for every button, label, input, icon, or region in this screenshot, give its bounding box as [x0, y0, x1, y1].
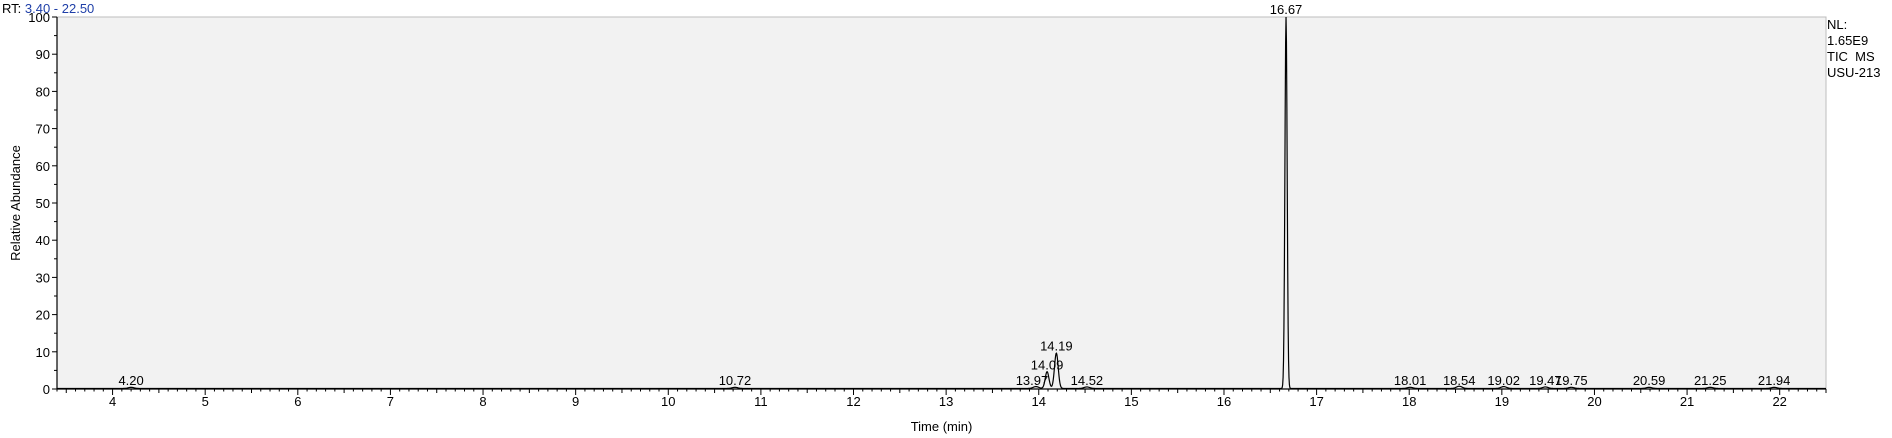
x-axis-title: Time (min) [911, 419, 973, 434]
x-tick-label: 22 [1772, 394, 1786, 409]
y-tick-label: 0 [43, 382, 50, 397]
peak-label: 19.47 [1529, 373, 1562, 388]
y-axis-ticks: 0 10 20 30 40 50 60 70 80 90 100 [28, 10, 57, 397]
y-tick-label: 10 [36, 345, 50, 360]
peak-label: 4.20 [118, 373, 143, 388]
x-tick-label: 6 [294, 394, 301, 409]
x-tick-label: 14 [1032, 394, 1046, 409]
peak-label: 14.19 [1040, 339, 1073, 354]
trace-type: TIC MS [1827, 49, 1875, 64]
peak-label: 14.09 [1031, 357, 1064, 372]
x-tick-label: 20 [1587, 394, 1601, 409]
x-tick-label: 7 [387, 394, 394, 409]
rt-label: RT: [2, 1, 22, 16]
x-tick-label: 5 [202, 394, 209, 409]
peak-label: 14.52 [1071, 373, 1104, 388]
y-tick-label: 90 [36, 47, 50, 62]
x-tick-label: 21 [1680, 394, 1694, 409]
rt-range-header: RT: 3.40 - 22.50 [2, 1, 94, 16]
peak-label: 19.02 [1487, 373, 1520, 388]
x-tick-label: 15 [1124, 394, 1138, 409]
sample-name: USU-213 [1827, 65, 1881, 80]
x-tick-label: 8 [479, 394, 486, 409]
peak-label: 20.59 [1633, 373, 1666, 388]
nl-value: 1.65E9 [1827, 33, 1869, 48]
peak-label: 19.75 [1555, 373, 1588, 388]
x-tick-label: 18 [1402, 394, 1416, 409]
peak-label: 13.97 [1016, 373, 1049, 388]
plot-area [56, 16, 1827, 390]
peak-label: 10.72 [719, 373, 752, 388]
x-tick-label: 12 [846, 394, 860, 409]
y-tick-label: 60 [36, 159, 50, 174]
x-tick-label: 11 [754, 394, 768, 409]
rt-range-value: 3.40 - 22.50 [24, 1, 95, 16]
y-axis-title: Relative Abundance [8, 145, 23, 261]
x-tick-label: 17 [1309, 394, 1323, 409]
peak-label: 16.67 [1270, 2, 1303, 17]
x-tick-label: 10 [661, 394, 675, 409]
peak-label: 21.25 [1694, 373, 1727, 388]
peak-label: 18.01 [1394, 373, 1427, 388]
y-tick-label: 30 [36, 270, 50, 285]
nl-label: NL: [1827, 17, 1848, 32]
y-tick-label: 70 [36, 122, 50, 137]
y-tick-label: 20 [36, 308, 50, 323]
peak-label: 18.54 [1443, 373, 1476, 388]
x-tick-label: 9 [572, 394, 579, 409]
x-tick-label: 13 [939, 394, 953, 409]
y-tick-label: 40 [36, 233, 50, 248]
x-tick-label: 16 [1217, 394, 1231, 409]
peak-label: 21.94 [1758, 373, 1791, 388]
y-tick-label: 80 [36, 84, 50, 99]
x-tick-label: 19 [1495, 394, 1509, 409]
trace-info-panel: NL: 1.65E9 TIC MS USU-213 [1827, 17, 1880, 81]
y-tick-label: 50 [36, 196, 50, 211]
x-tick-label: 4 [109, 394, 116, 409]
y-tick-label: 100 [28, 10, 50, 25]
x-axis-ticks: 4 5 6 7 8 9 10 11 12 13 14 15 16 17 18 19 20 21 22 [56, 389, 1827, 409]
